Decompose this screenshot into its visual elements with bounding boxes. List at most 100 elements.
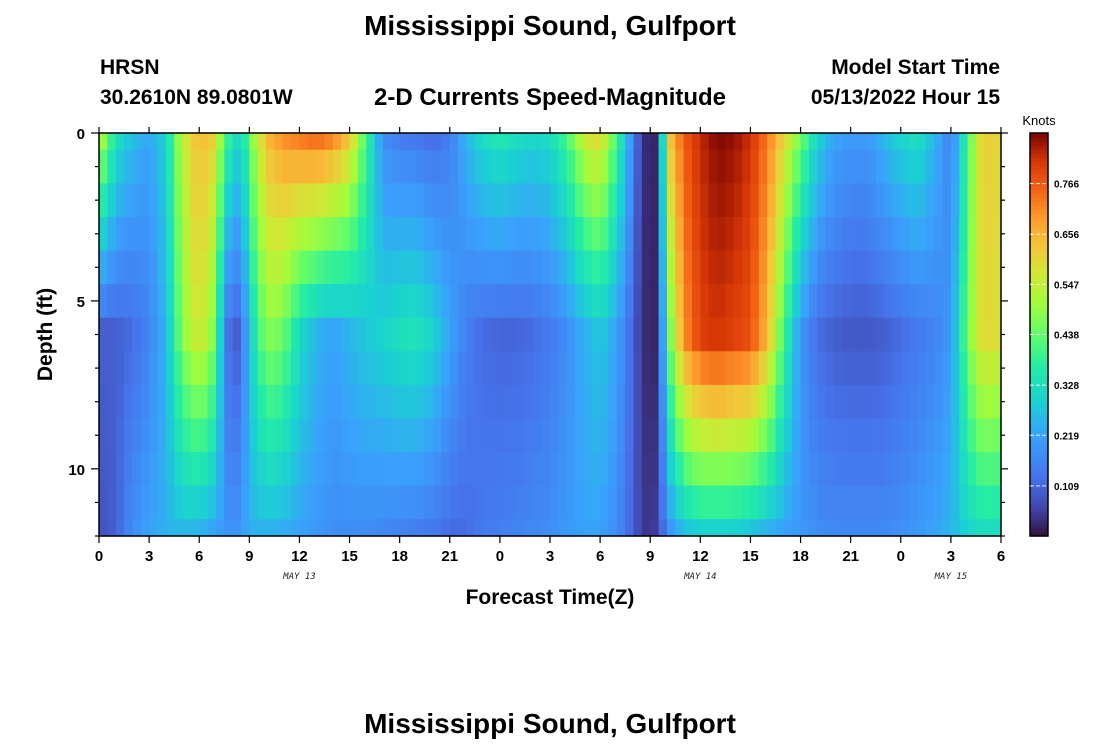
heatmap-cell [307,519,317,537]
heatmap-cell [140,216,150,252]
heatmap-cell [750,418,760,453]
heatmap-cell [357,519,367,537]
colorbar-segment [1030,403,1048,408]
heatmap-cell [875,485,885,520]
colorbar-segment [1030,133,1048,138]
heatmap-cell [124,183,134,218]
heatmap-cell [266,485,275,520]
heatmap-cell [491,351,501,386]
heatmap-cell [299,351,309,386]
heatmap-cell [658,384,668,420]
heatmap-cell [115,418,125,453]
heatmap-cell [742,317,752,352]
heatmap-cell [382,485,392,520]
heatmap-cell [533,519,543,537]
heatmap-cell [783,149,793,184]
heatmap-cell [199,384,209,420]
heatmap-cell [433,317,443,352]
heatmap-cell [658,250,668,285]
x-tick-label: 18 [792,548,809,565]
heatmap-cell [575,452,585,487]
heatmap-cell [992,485,1002,520]
heatmap-cell [524,284,534,319]
heatmap-cell [524,452,534,487]
heatmap-cell [984,351,994,386]
heatmap-cell [683,485,693,520]
heatmap-cell [616,250,626,285]
heatmap-cell [650,452,660,487]
heatmap-cell [884,133,894,151]
heatmap-cell [115,384,125,420]
heatmap-cell [742,183,752,218]
colorbar-segment [1030,221,1048,227]
heatmap-cell [758,183,768,218]
heatmap-cell [240,284,250,319]
heatmap-cell [516,149,526,184]
heatmap-cell [132,284,142,319]
heatmap-cell [391,133,401,151]
x-tick-label: 0 [95,548,103,565]
heatmap-cell [608,284,618,319]
heatmap-cell [850,317,860,352]
heatmap-cell [833,149,843,184]
heatmap-cell [700,216,710,252]
heatmap-cell [675,216,685,252]
heatmap-cell [867,284,877,319]
heatmap-cell [132,452,142,487]
heatmap-cell [307,183,317,218]
heatmap-cell [107,418,117,453]
colorbar-segment [1030,237,1048,243]
heatmap-cell [524,485,534,520]
heatmap-cell [174,418,184,453]
heatmap-cell [149,384,159,420]
heatmap-cell [742,384,752,420]
heatmap-cell [266,317,275,352]
heatmap-cell [900,216,910,252]
heatmap-cell [959,216,969,252]
heatmap-cell [115,216,125,252]
heatmap-cell [124,216,134,252]
heatmap-cell [767,317,777,352]
heatmap-cell [149,418,159,453]
heatmap-cell [491,452,501,487]
heatmap-cell [349,485,359,520]
station-coordinates: 30.2610N 89.0801W [100,86,293,109]
heatmap-cell [717,149,726,184]
heatmap-cell [516,351,526,386]
heatmap-cell [199,183,209,218]
heatmap-cell [850,284,860,319]
colorbar-segment [1030,318,1048,324]
heatmap-cell [575,317,585,352]
heatmap-cell [566,149,576,184]
heatmap-cell [750,183,760,218]
heatmap-cell [892,351,902,386]
heatmap-cell [224,418,234,453]
heatmap-cell [107,317,117,352]
heatmap-cell [533,133,543,151]
heatmap-cell [257,183,267,218]
heatmap-cell [917,418,927,453]
heatmap-cell [466,133,476,151]
heatmap-cell [165,216,175,252]
heatmap-cell [892,216,902,252]
heatmap-cell [466,250,476,285]
heatmap-cell [433,149,443,184]
heatmap-cell [249,351,259,386]
heatmap-cell [625,452,635,487]
heatmap-cell [299,452,309,487]
heatmap-cell [282,284,292,319]
heatmap-cell [99,284,108,319]
heatmap-cell [566,284,576,319]
heatmap-cell [424,452,434,487]
heatmap-cell [967,351,977,386]
heatmap-cell [190,317,200,352]
heatmap-cell [232,317,242,352]
heatmap-cell [466,284,476,319]
heatmap-cell [215,149,225,184]
heatmap-cell [975,133,985,151]
heatmap-cell [942,351,952,386]
heatmap-cell [224,351,234,386]
heatmap-cell [257,519,267,537]
heatmap-cell [316,149,326,184]
heatmap-cell [341,216,351,252]
